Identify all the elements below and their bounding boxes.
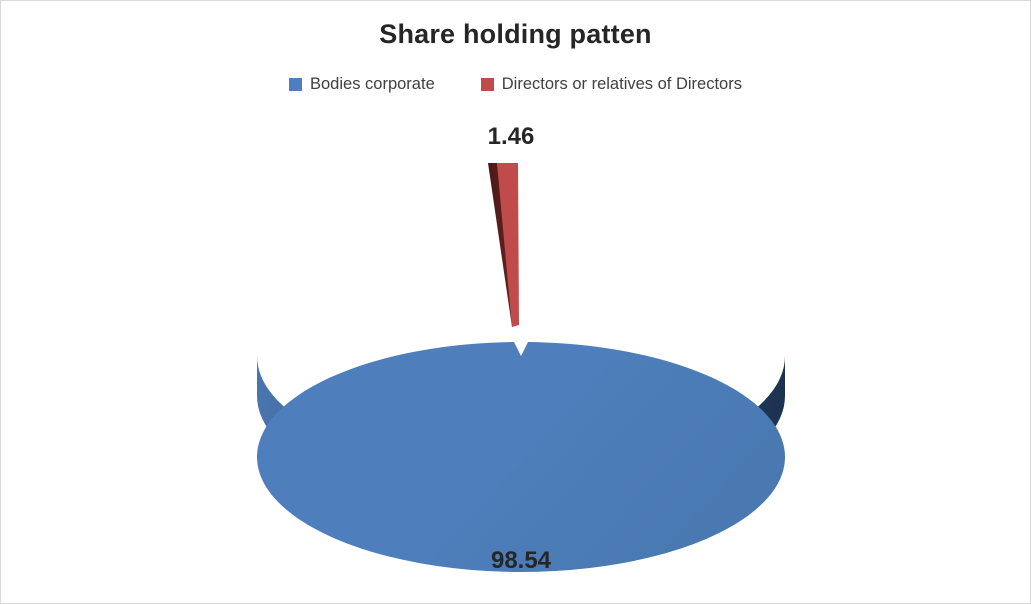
legend-label-directors: Directors or relatives of Directors — [501, 75, 742, 93]
pie-slice-blue-top[interactable] — [257, 342, 786, 572]
legend-swatch-blue-icon — [289, 78, 302, 91]
data-label-red-slice: 1.46 — [487, 123, 535, 150]
chart-title: Share holding patten — [379, 19, 652, 49]
pie-slice-red-top[interactable] — [497, 163, 519, 327]
chart-legend: Bodies corporate Directors or relatives … — [1, 75, 1030, 94]
legend-item-directors[interactable]: Directors or relatives of Directors — [480, 75, 742, 94]
pie-chart-svg — [257, 163, 786, 572]
legend-swatch-red-icon — [480, 78, 494, 91]
data-label-blue-slice: 98.54 — [490, 547, 552, 574]
pie-plot-area: 1.46 98.54 — [1, 109, 1030, 603]
legend-label-bodies-corporate: Bodies corporate — [310, 75, 435, 93]
legend-item-bodies-corporate[interactable]: Bodies corporate — [289, 75, 435, 94]
